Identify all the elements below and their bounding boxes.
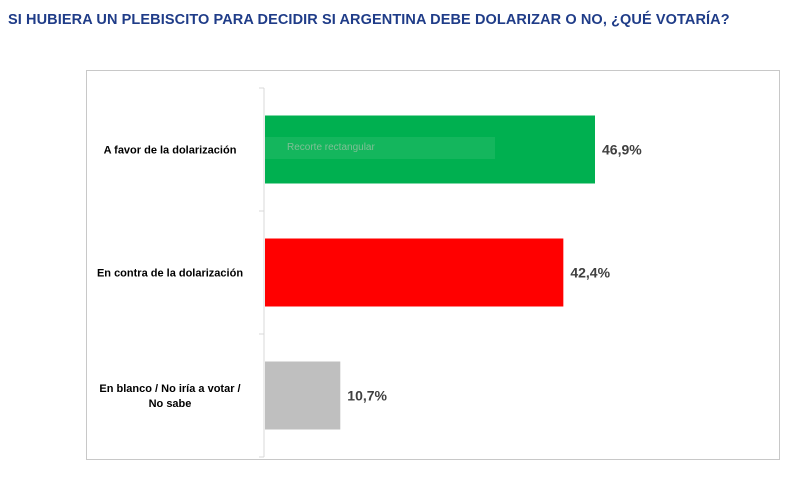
data-label-3: 10,7%: [347, 388, 387, 404]
bar-1: [265, 115, 595, 184]
rectangular-crop-overlay: Recorte rectangular: [265, 137, 495, 159]
category-label-3: En blanco / No iría a votar / No sabe: [99, 383, 240, 410]
category-label-1: A favor de la dolarización: [104, 145, 237, 157]
bar-2: [265, 238, 564, 307]
category-label-line: A favor de la dolarización: [104, 145, 237, 157]
data-label-1: 46,9%: [602, 142, 642, 158]
category-label-2: En contra de la dolarización: [97, 268, 243, 280]
category-label-line: En contra de la dolarización: [97, 268, 243, 280]
data-label-2: 42,4%: [570, 265, 610, 281]
chart-title: SI HUBIERA UN PLEBISCITO PARA DECIDIR SI…: [8, 12, 730, 28]
category-label-line: No sabe: [149, 398, 192, 410]
bar-3: [265, 361, 341, 430]
category-label-line: En blanco / No iría a votar /: [99, 383, 240, 395]
